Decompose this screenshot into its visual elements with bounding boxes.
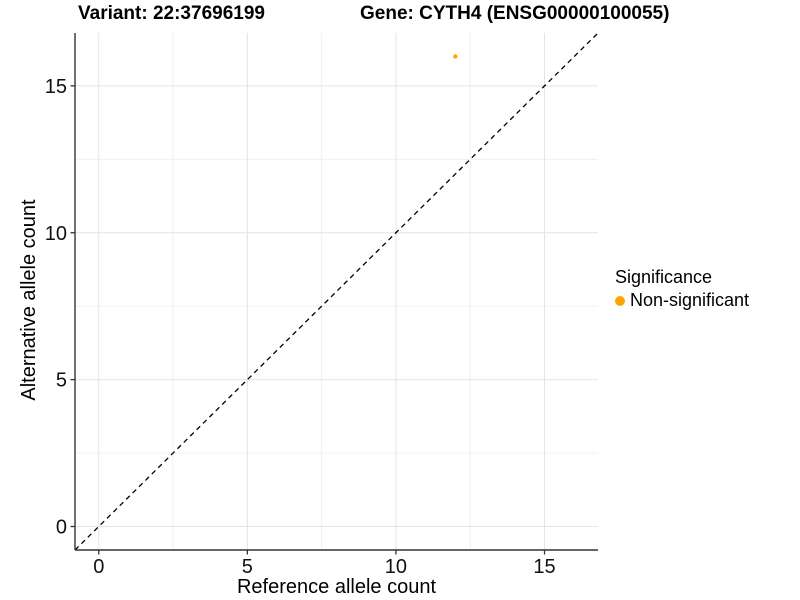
x-tick-label: 5: [242, 556, 253, 578]
x-tick-label: 10: [385, 556, 407, 578]
legend-item: Non-significant: [615, 290, 749, 311]
y-tick-label: 10: [45, 223, 67, 245]
data-point: [453, 54, 458, 59]
x-axis-title: Reference allele count: [236, 576, 436, 598]
legend: Significance Non-significant: [615, 266, 749, 311]
legend-item-label: Non-significant: [630, 290, 750, 310]
circle-icon: [615, 295, 625, 306]
y-axis-title: Alternative allele count: [18, 199, 40, 401]
y-tick-label: 0: [56, 517, 67, 539]
y-tick-label: 5: [56, 370, 67, 392]
legend-title: Significance: [615, 267, 713, 287]
x-tick-label: 15: [533, 556, 555, 578]
variant-title: Variant: 22:37696199: [78, 3, 265, 24]
identity-dashed-line: [74, 32, 599, 551]
x-tick-label: 0: [93, 556, 104, 578]
gene-title: Gene: CYTH4 (ENSG00000100055): [360, 3, 670, 24]
y-tick-label: 15: [45, 76, 67, 98]
